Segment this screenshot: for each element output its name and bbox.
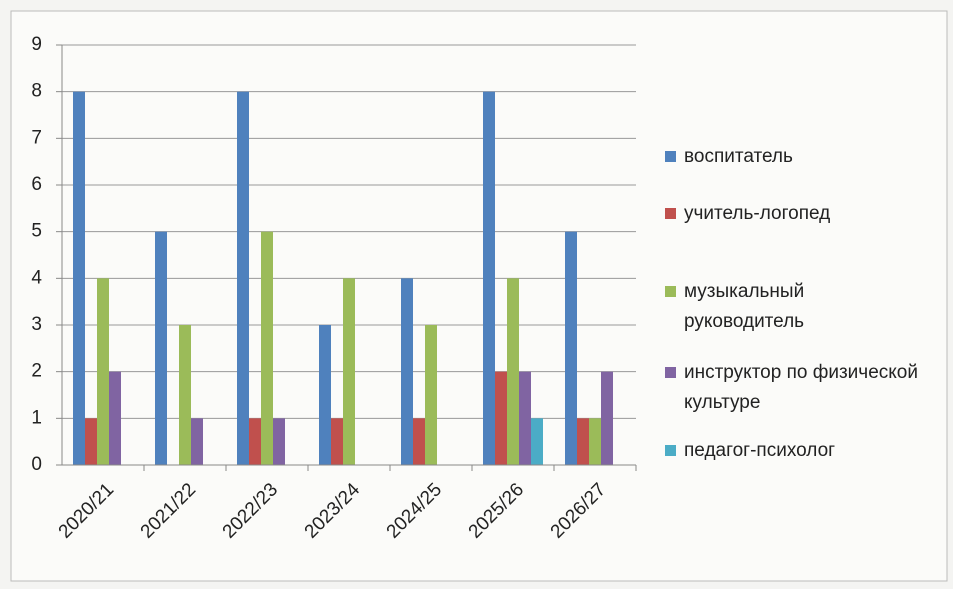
bar	[97, 278, 109, 465]
y-tick-label: 2	[31, 361, 42, 382]
bar	[237, 91, 249, 466]
bar	[343, 278, 355, 465]
bar	[577, 418, 589, 465]
bar	[495, 371, 507, 465]
legend-item: воспитатель	[665, 142, 939, 172]
bar	[85, 418, 97, 465]
legend-item: учитель-логопед	[665, 199, 939, 229]
bar	[483, 91, 495, 466]
y-tick-label: 6	[31, 174, 42, 195]
legend-label: музыкальный руководитель	[684, 281, 805, 332]
y-tick-label: 0	[31, 454, 42, 475]
bar	[589, 418, 601, 465]
legend-swatch	[665, 151, 676, 162]
legend-item: музыкальный руководитель	[665, 277, 854, 337]
legend-swatch	[665, 208, 676, 219]
y-tick-label: 9	[31, 34, 42, 55]
bar	[319, 325, 331, 465]
bar	[155, 231, 167, 465]
bar	[531, 418, 543, 465]
legend-item: инструктор по физической культуре	[665, 358, 944, 418]
legend-label: воспитатель	[684, 146, 793, 167]
legend-label: педагог-психолог	[684, 440, 836, 461]
bar	[179, 325, 191, 465]
bar	[331, 418, 343, 465]
bar	[601, 371, 613, 465]
y-tick-label: 8	[31, 81, 42, 102]
bar	[191, 418, 203, 465]
legend-label: учитель-логопед	[684, 203, 831, 224]
legend-swatch	[665, 445, 676, 456]
y-tick-label: 7	[31, 127, 42, 148]
bar	[249, 418, 261, 465]
legend-item: педагог-психолог	[665, 436, 939, 466]
bar	[261, 231, 273, 465]
bar	[507, 278, 519, 465]
legend-swatch	[665, 367, 676, 378]
y-tick-label: 1	[31, 407, 42, 428]
bar	[565, 231, 577, 465]
legend-swatch	[665, 286, 676, 297]
legend-label: инструктор по физической культуре	[684, 362, 918, 413]
bar	[273, 418, 285, 465]
y-tick-label: 4	[31, 267, 42, 288]
legend: воспитатель учитель-логопед музыкальный ру…	[665, 0, 950, 589]
bar	[401, 278, 413, 465]
y-tick-label: 5	[31, 221, 42, 242]
bar	[425, 325, 437, 465]
bar	[109, 371, 121, 465]
y-tick-label: 3	[31, 314, 42, 335]
bar	[413, 418, 425, 465]
bar	[519, 371, 531, 465]
bar	[73, 91, 85, 466]
